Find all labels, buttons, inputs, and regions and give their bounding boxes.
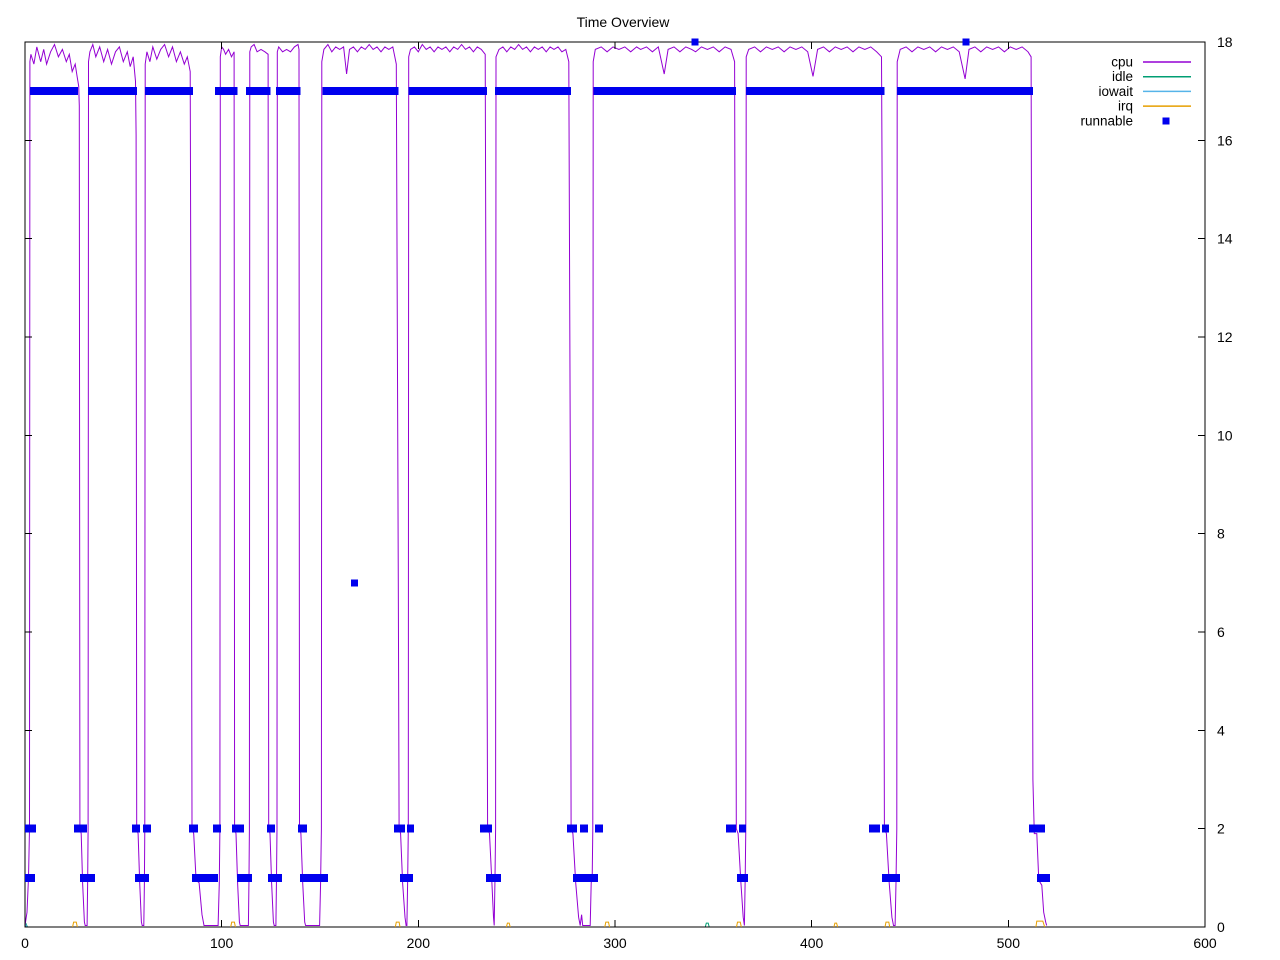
series-lines (24, 42, 1048, 928)
runnable-bar (594, 824, 603, 833)
y-tick-label: 6 (1217, 624, 1225, 640)
runnable-bar (897, 87, 1033, 96)
runnable-bar (882, 873, 901, 882)
runnable-bar (393, 824, 405, 833)
irq-line (1035, 920, 1046, 928)
irq-line (505, 922, 511, 928)
runnable-bar (882, 824, 890, 833)
runnable-bar (725, 824, 736, 833)
runnable-bar (145, 87, 194, 96)
runnable-bar (268, 873, 283, 882)
runnable-bar (143, 824, 151, 833)
runnable-bar (322, 87, 399, 96)
idle-line (704, 922, 710, 928)
runnable-point (691, 38, 699, 46)
irq-line (604, 921, 610, 928)
runnable-bar (869, 824, 880, 833)
runnable-bar (132, 824, 141, 833)
plot-border (24, 41, 1206, 928)
runnable-bar (232, 824, 245, 833)
irq-line (72, 921, 78, 928)
runnable-marks (25, 38, 1050, 882)
runnable-bar (486, 873, 501, 882)
cpu-line (24, 42, 1048, 926)
runnable-bar (192, 873, 218, 882)
runnable-bar (29, 87, 79, 96)
y-tick-label: 18 (1217, 34, 1233, 50)
runnable-bar (25, 873, 35, 882)
runnable-bar (495, 87, 571, 96)
y-tick-label: 12 (1217, 329, 1233, 345)
runnable-bar (246, 87, 271, 96)
runnable-bar (1029, 824, 1045, 833)
runnable-bar (189, 824, 198, 833)
legend-entry-irq: irq (1118, 99, 1191, 114)
y-tick-label: 8 (1217, 526, 1225, 542)
runnable-bar (28, 824, 36, 833)
runnable-bar (745, 87, 885, 96)
x-tick-label: 300 (603, 935, 627, 951)
runnable-bar (739, 824, 747, 833)
x-tick-label: 0 (21, 935, 29, 951)
runnable-bar (736, 873, 748, 882)
runnable-point (962, 38, 970, 46)
runnable-bar (87, 87, 138, 96)
legend-label: irq (1118, 99, 1133, 114)
x-tick-label: 500 (997, 935, 1021, 951)
legend-label: runnable (1080, 113, 1133, 128)
legend-label: cpu (1111, 55, 1133, 70)
runnable-bar (74, 824, 87, 833)
runnable-bar (267, 824, 275, 833)
legend-label: idle (1112, 69, 1133, 84)
y-tick-label: 10 (1217, 427, 1233, 443)
runnable-bar (213, 824, 222, 833)
runnable-bar (572, 873, 599, 882)
legend-square-sample (1162, 117, 1170, 125)
x-tick-label: 400 (800, 935, 824, 951)
legend-entry-idle: idle (1112, 69, 1191, 84)
irq-line (394, 921, 401, 928)
runnable-bar (400, 873, 413, 882)
y-tick-label: 0 (1217, 919, 1225, 935)
runnable-bar (408, 87, 488, 96)
runnable-bar (480, 824, 493, 833)
runnable-bar (1037, 873, 1050, 882)
runnable-bar (214, 87, 238, 96)
runnable-bar (237, 873, 252, 882)
runnable-bar (80, 873, 95, 882)
runnable-bar (593, 87, 736, 96)
y-tick-label: 4 (1217, 722, 1225, 738)
legend-label: iowait (1098, 84, 1133, 99)
irq-line (230, 921, 236, 928)
runnable-bar (298, 824, 307, 833)
runnable-bar (406, 824, 414, 833)
legend-entry-runnable: runnable (1080, 113, 1170, 128)
runnable-bar (134, 873, 149, 882)
irq-line (884, 921, 891, 928)
runnable-bar (580, 824, 589, 833)
chart-title: Time Overview (577, 14, 671, 30)
legend-entry-iowait: iowait (1098, 84, 1191, 99)
y-tick-label: 14 (1217, 231, 1233, 247)
series-overlays (25, 38, 1050, 928)
runnable-bar (275, 87, 301, 96)
runnable-bar (567, 824, 577, 833)
runnable-bar (299, 873, 328, 882)
irq-line (736, 921, 742, 928)
x-tick-label: 600 (1193, 935, 1217, 951)
legend-entry-cpu: cpu (1111, 55, 1191, 70)
y-tick-label: 16 (1217, 132, 1233, 148)
x-tick-label: 100 (210, 935, 234, 951)
y-tick-label: 2 (1217, 821, 1225, 837)
x-tick-label: 200 (407, 935, 431, 951)
irq-line (833, 922, 839, 928)
runnable-point (350, 579, 358, 587)
